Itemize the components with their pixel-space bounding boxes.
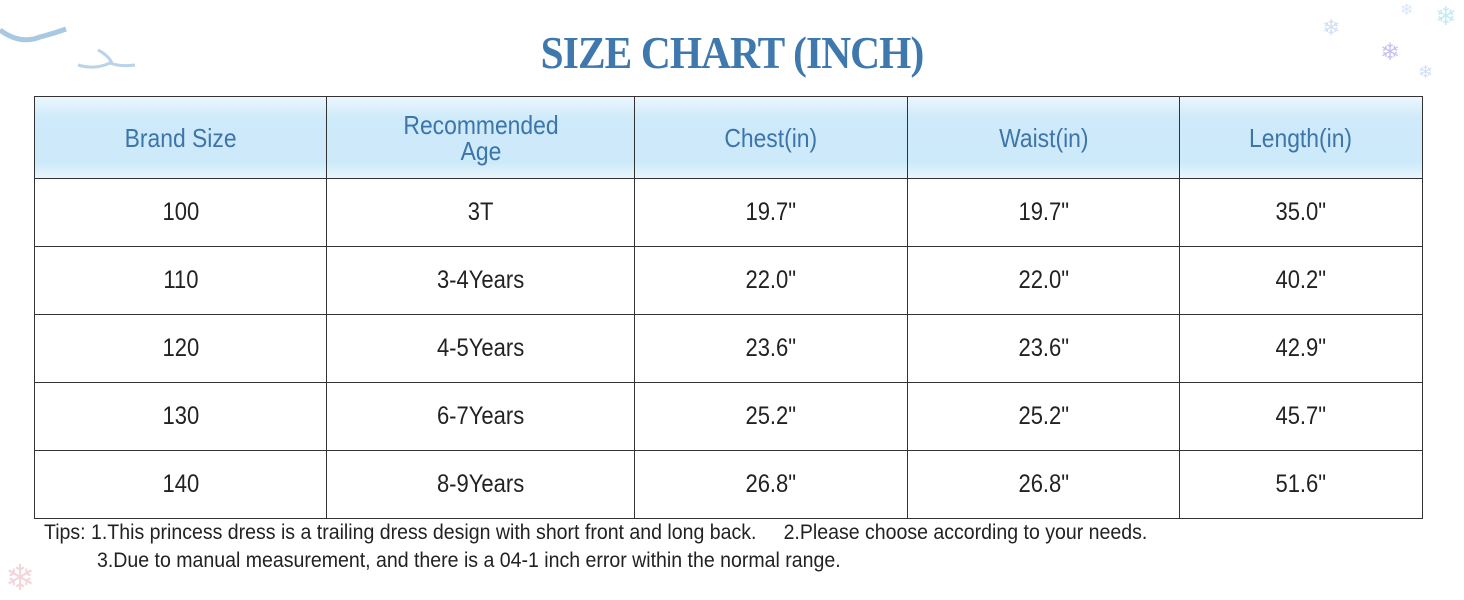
cell-waist: 19.7" [907,178,1180,247]
cell-brand-size: 110 [34,246,327,315]
table-row: 140 8-9Years 26.8" 26.8" 51.6" [34,450,1423,519]
cell-brand-size: 140 [34,450,327,519]
page-title: SIZE CHART (INCH) [540,27,925,78]
cell-brand-size: 120 [34,314,327,383]
cell-length: 51.6" [1179,450,1423,519]
cell-waist: 26.8" [907,450,1180,519]
cell-chest: 26.8" [634,450,908,519]
cell-waist: 23.6" [907,314,1180,383]
cell-waist: 22.0" [907,246,1180,315]
tips-line-2: 3.Due to manual measurement, and there i… [97,549,841,572]
snowflake-decoration: ❄ ❄ ❄ ❄ ❄ [1322,1,1457,82]
cell-length: 35.0" [1179,178,1423,247]
cell-age: 6-7Years [326,382,635,451]
header-chest: Chest(in) [634,96,908,179]
cell-chest: 25.2" [634,382,908,451]
header-length: Length(in) [1179,96,1423,179]
svg-text:❄: ❄ [1322,15,1340,40]
cell-length: 42.9" [1179,314,1423,383]
size-chart-table: Brand Size Recommended Age Chest(in) Wai… [34,96,1423,519]
cell-age: 3T [326,178,635,247]
header-waist: Waist(in) [907,96,1180,179]
cell-waist: 25.2" [907,382,1180,451]
cell-chest: 22.0" [634,246,908,315]
cell-length: 40.2" [1179,246,1423,315]
cell-chest: 23.6" [634,314,908,383]
cell-age: 3-4Years [326,246,635,315]
svg-text:❄: ❄ [1435,1,1457,31]
table-row: 100 3T 19.7" 19.7" 35.0" [34,178,1423,247]
table-header-row: Brand Size Recommended Age Chest(in) Wai… [34,96,1423,179]
cell-age: 4-5Years [326,314,635,383]
cell-brand-size: 130 [34,382,327,451]
cell-chest: 19.7" [634,178,908,247]
table-row: 110 3-4Years 22.0" 22.0" 40.2" [34,246,1423,315]
svg-text:❄: ❄ [5,557,35,598]
tips-line-1: Tips: 1.This princess dress is a trailin… [44,521,1148,544]
header-brand-size: Brand Size [34,96,327,179]
snowflake-decoration: ❄ [5,557,35,598]
cloud-decoration [0,26,136,69]
table-row: 130 6-7Years 25.2" 25.2" 45.7" [34,382,1423,451]
header-recommended-age: Recommended Age [326,96,635,179]
svg-text:❄: ❄ [1400,2,1413,19]
cell-length: 45.7" [1179,382,1423,451]
svg-text:❄: ❄ [1418,62,1433,82]
cell-age: 8-9Years [326,450,635,519]
table-row: 120 4-5Years 23.6" 23.6" 42.9" [34,314,1423,383]
svg-text:❄: ❄ [1380,39,1400,66]
cell-brand-size: 100 [34,178,327,247]
